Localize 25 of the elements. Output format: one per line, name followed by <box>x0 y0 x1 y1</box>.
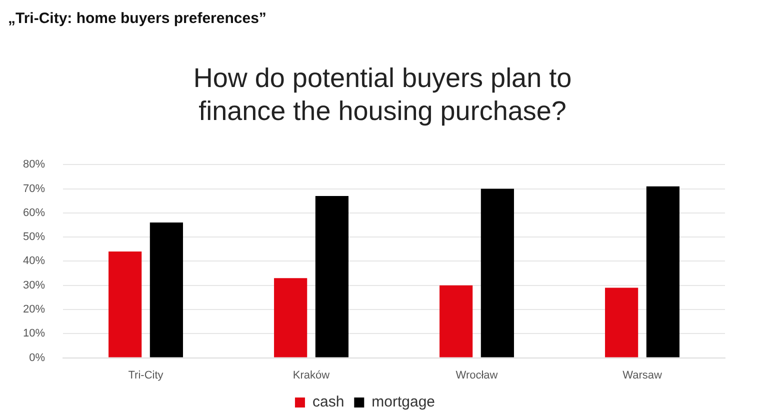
y-tick-label: 80% <box>22 158 46 171</box>
y-tick-label: 40% <box>22 255 46 268</box>
y-tick-label: 10% <box>22 328 46 340</box>
legend-label: cash <box>312 394 344 411</box>
bar <box>108 252 142 358</box>
y-tick-label: 50% <box>22 231 46 244</box>
y-tick-label: 30% <box>22 279 46 292</box>
bar <box>315 196 348 358</box>
bar <box>646 186 680 358</box>
bar <box>274 278 308 358</box>
x-tick-label: Kraków <box>292 369 330 382</box>
y-tick-label: 70% <box>22 182 46 195</box>
x-tick-label: Wrocław <box>456 369 498 382</box>
legend-label: mortgage <box>372 394 436 411</box>
y-tick-label: 20% <box>22 304 46 316</box>
bar <box>440 285 473 358</box>
bar <box>150 222 183 358</box>
y-tick-label: 0% <box>29 352 46 364</box>
bar <box>480 188 514 358</box>
x-tick-label: Warsaw <box>622 369 662 382</box>
text: „Tri-City: home buyers preferences” <box>8 10 266 27</box>
y-tick-label: 60% <box>22 206 46 219</box>
bar <box>605 288 638 358</box>
x-tick-label: Tri-City <box>128 369 164 382</box>
chart-title: How do potential buyers plan to finance the housing purchase? <box>192 62 573 128</box>
